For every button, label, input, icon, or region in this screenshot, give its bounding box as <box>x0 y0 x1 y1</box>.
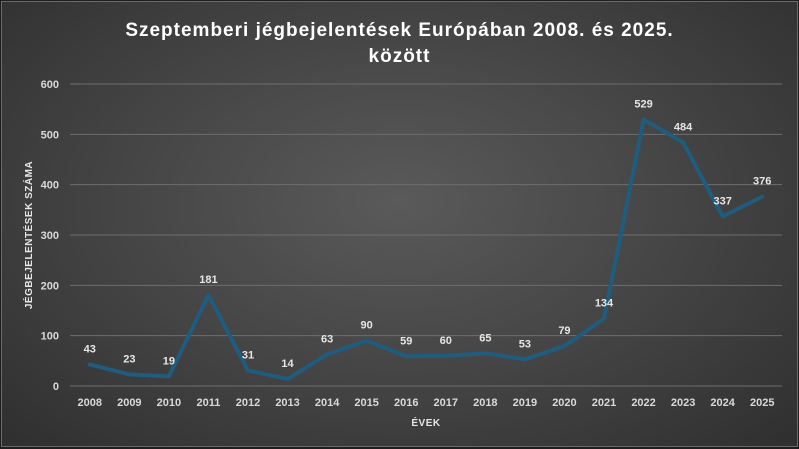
data-label-2009: 23 <box>123 353 135 365</box>
x-tick-label-2016: 2016 <box>394 397 418 409</box>
data-label-2016: 59 <box>400 335 412 347</box>
data-label-2017: 60 <box>440 335 452 347</box>
x-tick-label-2022: 2022 <box>631 397 655 409</box>
data-label-2008: 43 <box>84 343 96 355</box>
x-tick-label-2011: 2011 <box>197 397 221 409</box>
x-tick-label-2023: 2023 <box>671 397 695 409</box>
x-tick-label-2020: 2020 <box>552 397 576 409</box>
chart-title-line-2: között <box>368 46 431 67</box>
y-axis-tick-labels: 0 100 200 300 400 500 600 <box>41 79 59 393</box>
x-tick-label-2018: 2018 <box>473 397 497 409</box>
data-label-2013: 14 <box>281 358 294 370</box>
y-tick-label-300: 300 <box>41 230 59 242</box>
y-tick-label-200: 200 <box>41 280 59 292</box>
x-tick-label-2014: 2014 <box>315 397 340 409</box>
x-tick-label-2017: 2017 <box>434 397 458 409</box>
x-tick-label-2013: 2013 <box>275 397 299 409</box>
x-tick-label-2019: 2019 <box>513 397 537 409</box>
data-label-2023: 484 <box>674 121 693 133</box>
y-tick-label-500: 500 <box>41 129 59 141</box>
x-axis-tick-labels: 2008 2009 2010 2011 2012 2013 2014 2015 2016 2017… <box>78 397 775 409</box>
series-line-path <box>87 117 765 381</box>
series-line <box>87 117 765 381</box>
data-label-2018: 65 <box>479 332 491 344</box>
y-tick-label-0: 0 <box>53 381 59 393</box>
x-tick-label-2012: 2012 <box>236 397 260 409</box>
chart-title: Szeptemberi jégbejelentések Európában 20… <box>2 18 797 70</box>
chart-title-line-1: Szeptemberi jégbejelentések Európában 20… <box>125 20 674 41</box>
data-label-2022: 529 <box>634 99 652 111</box>
data-label-2015: 90 <box>361 320 373 332</box>
data-label-2025: 376 <box>753 176 771 188</box>
data-label-2021: 134 <box>595 298 614 310</box>
data-label-2014: 63 <box>321 333 333 345</box>
y-axis-title: JÉGBEJELENTÉSEK SZÁMA <box>22 161 35 309</box>
data-label-2012: 31 <box>242 349 254 361</box>
y-tick-label-100: 100 <box>41 331 59 343</box>
data-label-2011: 181 <box>199 274 217 286</box>
x-tick-label-2021: 2021 <box>592 397 616 409</box>
data-labels: 43 23 19 181 31 14 63 90 59 60 65 53 79 134 529 484 337 3… <box>84 99 772 370</box>
data-label-2019: 53 <box>519 338 531 350</box>
y-tick-label-600: 600 <box>41 79 59 91</box>
x-tick-label-2025: 2025 <box>750 397 774 409</box>
x-tick-label-2010: 2010 <box>157 397 181 409</box>
y-tick-label-400: 400 <box>41 180 59 192</box>
data-label-2020: 79 <box>558 325 570 337</box>
x-axis-title: ÉVEK <box>411 416 441 429</box>
x-tick-label-2008: 2008 <box>78 397 102 409</box>
data-label-2024: 337 <box>713 195 731 207</box>
data-label-2010: 19 <box>163 355 175 367</box>
x-tick-label-2024: 2024 <box>710 397 735 409</box>
x-tick-label-2015: 2015 <box>354 397 378 409</box>
x-tick-label-2009: 2009 <box>117 397 141 409</box>
